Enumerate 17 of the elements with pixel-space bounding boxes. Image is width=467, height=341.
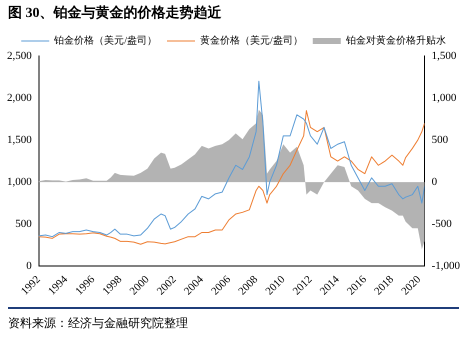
y2-tick-label: -1,000 xyxy=(432,260,460,272)
y-tick-label: 2,500 xyxy=(7,50,32,62)
y-tick-label: 0 xyxy=(26,260,32,272)
y2-tick-label: 0 xyxy=(432,176,438,188)
y2-tick-label: -500 xyxy=(432,218,452,230)
y-tick-label: 1,000 xyxy=(7,176,32,188)
y2-tick-label: 1,500 xyxy=(432,50,457,62)
text: 资料来源：经济与金融研究院整理 xyxy=(8,307,459,332)
y2-tick-label: 500 xyxy=(432,134,449,146)
y-tick-label: 1,500 xyxy=(7,134,32,146)
legend-label: 铂金对黄金价格升贴水 xyxy=(344,34,446,47)
y-tick-label: 500 xyxy=(15,218,32,230)
y-tick-label: 2,000 xyxy=(7,92,32,104)
legend-label: 黄金价格（美元/盎司） xyxy=(200,34,303,47)
y2-tick-label: 1,000 xyxy=(432,92,457,104)
chart-title: 图 30、铂金与黄金的价格走势趋近 xyxy=(7,4,222,23)
legend-label: 铂金价格（美元/盎司） xyxy=(53,34,158,47)
